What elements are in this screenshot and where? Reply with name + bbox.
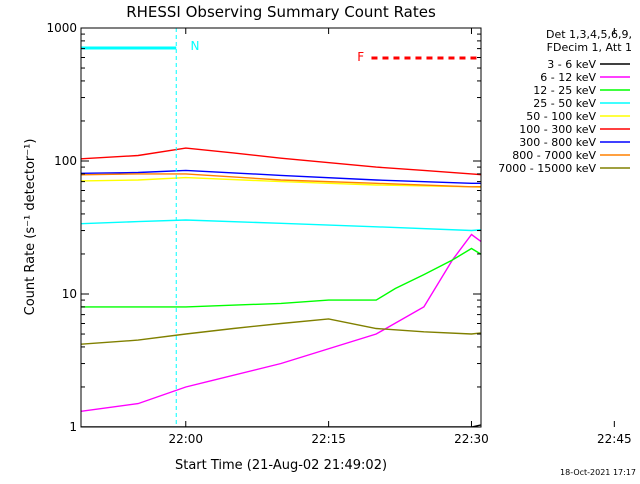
series-line-100-300-kev (81, 147, 481, 176)
series-line-300-800-kev (81, 169, 481, 185)
x-tick-label: 22:45 (597, 432, 632, 446)
plot-frame (80, 27, 482, 428)
x-tick-label: 22:00 (168, 432, 203, 446)
y-tick-label: 10 (62, 287, 77, 301)
generation-timestamp: 18-Oct-2021 17:17 (560, 468, 636, 477)
legend-label: 300 - 800 keV (519, 136, 596, 149)
series-line-800-7000-kev (81, 173, 481, 188)
legend-header-line-2: FDecim 1, Att 1 (547, 41, 632, 54)
legend-label: 7000 - 15000 keV (498, 162, 596, 175)
legend-label: 800 - 7000 keV (512, 149, 596, 162)
legend-header-line-1: Det 1,3,4,5,6,9, (546, 28, 632, 41)
legend-label: 3 - 6 keV (547, 58, 596, 71)
legend-label: 50 - 100 keV (526, 110, 596, 123)
series-line-6-12-kev (81, 233, 481, 413)
legend-label: 6 - 12 keV (540, 71, 596, 84)
y-tick-label: 1000 (46, 21, 77, 35)
chart-title: RHESSI Observing Summary Count Rates (126, 3, 436, 21)
x-tick-label: 22:15 (311, 432, 346, 446)
y-tick-label: 100 (54, 154, 77, 168)
legend-label: 25 - 50 keV (533, 97, 596, 110)
legend: Det 1,3,4,5,6,9, FDecim 1, Att 1 3 - 6 k… (498, 28, 632, 175)
series-line-3-6-kev (81, 424, 481, 427)
y-tick-label: 1 (69, 420, 77, 434)
legend-label: 12 - 25 keV (533, 84, 596, 97)
series-line-25-50-kev (81, 219, 481, 232)
series-layer (81, 147, 481, 427)
series-line-7000-15000-kev (81, 318, 481, 345)
flare-marker-label: F (357, 50, 364, 64)
legend-label: 100 - 300 keV (519, 123, 596, 136)
y-axis: 1 10 100 1000 (46, 21, 481, 434)
series-line-50-100-kev (81, 176, 481, 188)
x-axis-label: Start Time (21-Aug-02 21:49:02) (175, 458, 387, 473)
y-axis-label: Count Rate (s⁻¹ detector⁻¹) (23, 139, 38, 316)
annotation-layer: NFS (81, 28, 481, 427)
night-marker-label: N (191, 39, 200, 53)
series-line-12-25-kev (81, 247, 481, 308)
x-tick-label: 22:30 (454, 432, 489, 446)
